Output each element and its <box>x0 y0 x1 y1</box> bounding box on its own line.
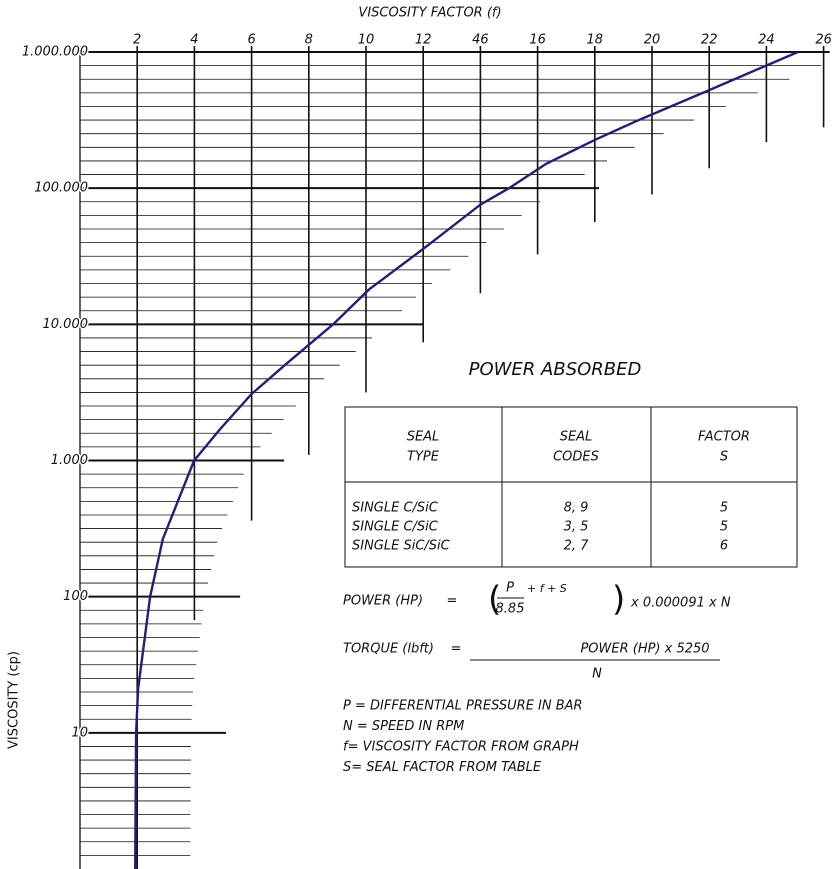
curve <box>134 50 799 869</box>
table-cell: 8, 9 <box>564 501 589 516</box>
formula-eq: = <box>451 642 462 657</box>
table-cell: SINGLE C/SiC <box>352 520 439 535</box>
paren: ) <box>612 580 625 620</box>
x-tick-label: 12 <box>415 33 432 48</box>
table-cell: SINGLE C/SiC <box>352 501 439 516</box>
x-tick-label: 4 <box>190 33 198 48</box>
x-tick-label: 18 <box>587 33 604 48</box>
x-axis-title: VISCOSITY FACTOR (f) <box>358 6 501 21</box>
table-header: S <box>720 450 728 465</box>
x-tick-label: 8 <box>305 33 313 48</box>
formula-terms: + f + S <box>527 582 567 595</box>
x-tick-label: 20 <box>644 33 661 48</box>
y-axis-title: VISCOSITY (cp) <box>7 651 22 749</box>
formula-den: N <box>592 667 602 682</box>
formula-label: POWER (HP) <box>343 594 423 609</box>
x-tick-label: 16 <box>529 33 546 48</box>
note: S= SEAL FACTOR FROM TABLE <box>343 760 542 775</box>
table-cell: 3, 5 <box>564 520 589 535</box>
table-cell: 2, 7 <box>564 539 590 554</box>
table-header: FACTOR <box>698 430 750 445</box>
formula-label: TORQUE (lbft) <box>343 642 434 657</box>
y-tick-label: 1.000.000 <box>22 45 88 60</box>
formula-num: P <box>506 581 514 596</box>
x-tick-label: 46 <box>472 33 489 48</box>
table-header: SEAL <box>560 430 593 445</box>
formula-num: POWER (HP) x 5250 <box>580 642 709 657</box>
table-header: SEAL <box>407 430 440 445</box>
table-cell: 5 <box>720 501 728 516</box>
table-header: CODES <box>553 450 599 465</box>
formula-panel: POWER ABSORBED ( ) POWER (HP) = P 8.85 +… <box>343 359 798 775</box>
y-tick-label: 1.000 <box>51 453 88 468</box>
x-tick-label: 22 <box>701 33 718 48</box>
table-header: TYPE <box>407 450 440 465</box>
table-frame <box>344 406 798 568</box>
formula-eq: = <box>447 594 458 609</box>
paren: ( <box>488 580 501 620</box>
y-tick-label: 10.000 <box>43 317 89 332</box>
x-tick-label: 2 <box>133 33 141 48</box>
table-cell: 5 <box>720 520 728 535</box>
y-tick-label: 100.000 <box>34 181 88 196</box>
note: f= VISCOSITY FACTOR FROM GRAPH <box>343 740 579 755</box>
formula-tail: x 0.000091 x N <box>630 596 731 611</box>
y-tick-label: 10 <box>71 725 88 740</box>
formula-den: 8.85 <box>496 602 525 617</box>
x-tick-label: 24 <box>758 33 775 48</box>
panel-title: POWER ABSORBED <box>469 359 642 380</box>
note: N = SPEED IN RPM <box>343 719 464 734</box>
table-cell: 6 <box>720 539 728 554</box>
y-tick-label: 100 <box>63 589 88 604</box>
table-cell: SINGLE SiC/SiC <box>352 539 451 554</box>
note: P = DIFFERENTIAL PRESSURE IN BAR <box>343 699 583 714</box>
x-tick-label: 6 <box>247 33 255 48</box>
x-tick-label: 10 <box>358 33 375 48</box>
x-tick-label: 26 <box>815 33 832 48</box>
